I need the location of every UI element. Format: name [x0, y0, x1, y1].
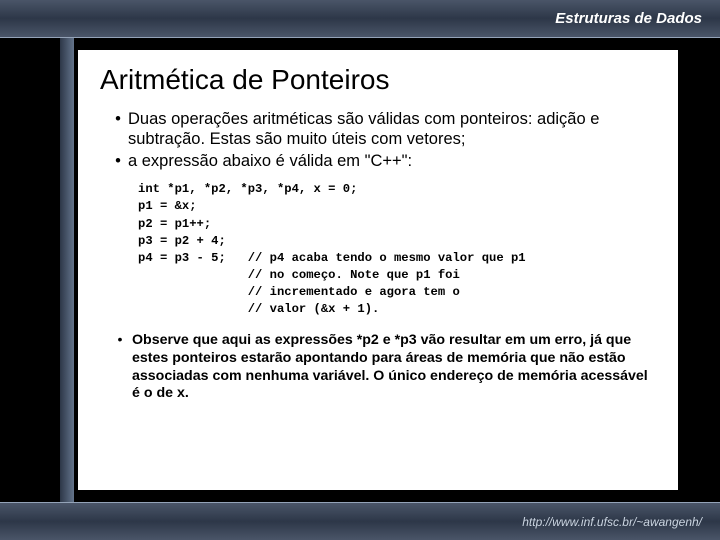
bullet-dot: •: [108, 152, 128, 172]
header-bar: Estruturas de Dados: [0, 0, 720, 38]
bullet-text: Duas operações aritméticas são válidas c…: [128, 110, 656, 150]
bullet-item: • Duas operações aritméticas são válidas…: [108, 110, 656, 150]
footer-url: http://www.inf.ufsc.br/~awangenh/: [522, 515, 702, 529]
bullet-list-1: • Duas operações aritméticas são válidas…: [108, 110, 656, 171]
bullet-list-2: • Observe que aqui as expressões *p2 e *…: [108, 332, 656, 403]
bullet-dot: •: [108, 110, 128, 130]
bullet-dot: •: [108, 332, 132, 350]
bullet-text: Observe que aqui as expressões *p2 e *p3…: [132, 332, 656, 403]
side-stripe: [60, 38, 74, 502]
header-title: Estruturas de Dados: [555, 10, 702, 27]
slide-title: Aritmética de Ponteiros: [100, 64, 656, 96]
bullet-text: a expressão abaixo é válida em "C++":: [128, 152, 412, 172]
bullet-item: • a expressão abaixo é válida em "C++":: [108, 152, 656, 172]
footer-bar: http://www.inf.ufsc.br/~awangenh/: [0, 502, 720, 540]
bullet-item: • Observe que aqui as expressões *p2 e *…: [108, 332, 656, 403]
code-block: int *p1, *p2, *p3, *p4, x = 0; p1 = &x; …: [138, 181, 656, 318]
slide-panel: Aritmética de Ponteiros • Duas operações…: [78, 50, 678, 490]
